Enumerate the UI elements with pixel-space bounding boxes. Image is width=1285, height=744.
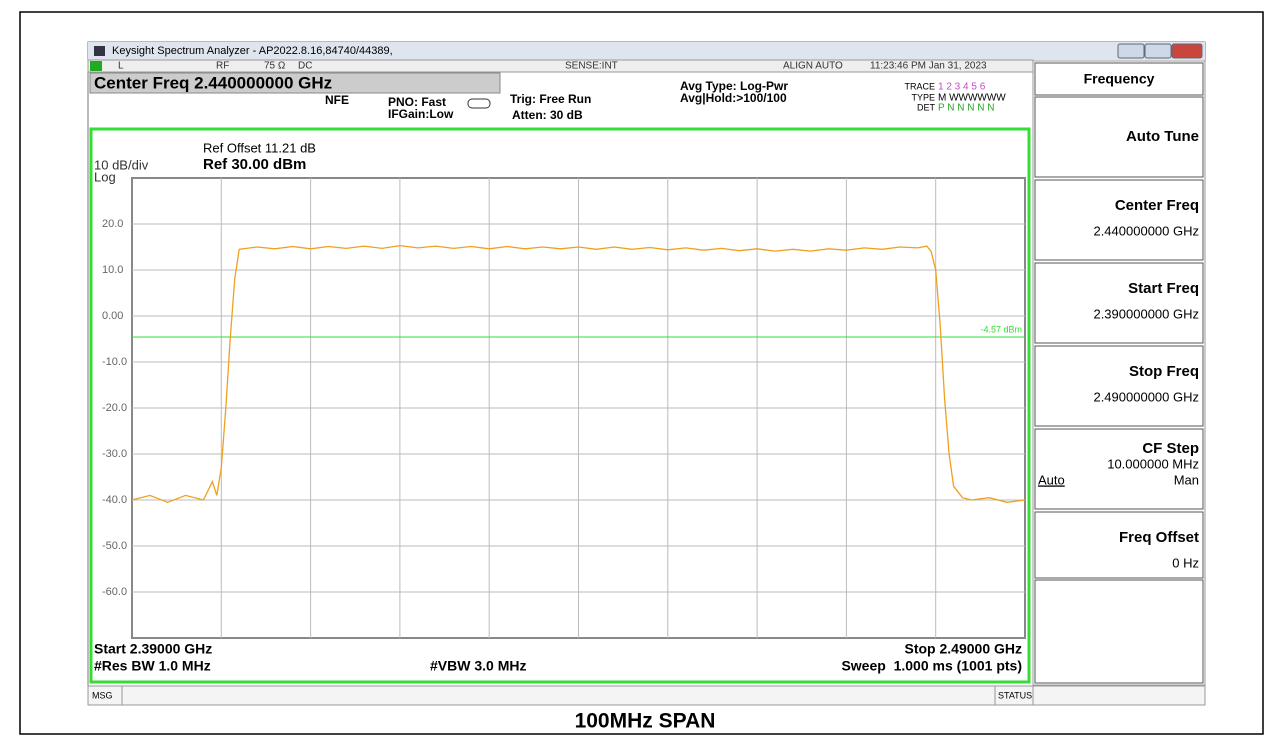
status-impedance: 75 Ω — [264, 61, 286, 72]
y-tick-label: -60.0 — [102, 586, 127, 598]
page-border — [19, 11, 1264, 735]
sweep-label: Sweep 1.000 ms (1001 pts) — [841, 658, 1022, 674]
avg-type: Avg Type: Log-Pwr — [680, 79, 788, 93]
softkey[interactable] — [1034, 262, 1204, 344]
nfe: NFE — [325, 93, 349, 107]
type-values: M WWWWWW — [938, 93, 1006, 104]
softkey-label: Freq Offset — [1119, 529, 1199, 546]
caption: 100MHz SPAN — [575, 710, 716, 733]
lxi-icon — [90, 61, 102, 71]
pno: PNO: Fast — [388, 95, 446, 109]
status-align: ALIGN AUTO — [783, 61, 843, 72]
softkey[interactable] — [1034, 579, 1204, 684]
softkey[interactable] — [1034, 428, 1204, 510]
y-tick-label: 10.0 — [102, 264, 123, 276]
menu-title-box — [1034, 62, 1204, 96]
softkey-value: 0 Hz — [1172, 555, 1199, 570]
ifgain: IFGain:Low — [388, 107, 454, 121]
softkey-label: Auto Tune — [1126, 128, 1199, 145]
softkey-value: 10.000000 MHz — [1107, 456, 1199, 471]
display-line-label: -4.57 dBm — [980, 324, 1022, 334]
maximize-button[interactable] — [1144, 43, 1172, 59]
y-tick-label: -30.0 — [102, 448, 127, 460]
status-time: 11:23:46 PM Jan 31, 2023 — [870, 61, 987, 72]
softkey[interactable] — [1034, 345, 1204, 427]
type-label: TYPE — [911, 92, 935, 102]
softkeys: Auto Tune Center Freq 2.440000000 GHz Start… — [1034, 96, 1204, 684]
message-bar — [87, 685, 1206, 706]
atten: Atten: 30 dB — [512, 108, 583, 122]
softkey[interactable] — [1034, 179, 1204, 261]
app-icon — [94, 46, 105, 56]
trace-label: TRACE — [904, 81, 935, 91]
status-sense: SENSE:INT — [565, 61, 618, 72]
status-label: STATUS — [998, 690, 1032, 700]
status-rf: RF — [216, 61, 229, 72]
trace-numbers: 1 2 3 4 5 6 — [938, 82, 986, 93]
trig: Trig: Free Run — [510, 92, 591, 106]
scale-type: Log — [94, 169, 116, 184]
option-man: Man — [1174, 472, 1199, 487]
start-label: Start 2.39000 GHz — [94, 641, 212, 657]
option-auto: Auto — [1038, 472, 1065, 487]
trace — [131, 244, 1026, 503]
softkey-label: Center Freq — [1115, 197, 1199, 214]
softkey-label: Stop Freq — [1129, 363, 1199, 380]
softkey-value: 2.390000000 GHz — [1093, 306, 1199, 321]
status-input: L — [118, 61, 124, 72]
plot: 20.0 10.0 0.00 -10.0 -20.0 -30.0 -40.0 -50.0 -60… — [102, 177, 1026, 639]
msg-label: MSG — [92, 690, 113, 700]
rbw-label: #Res BW 1.0 MHz — [94, 658, 211, 674]
y-tick-label: -50.0 — [102, 540, 127, 552]
softkey-value: 2.440000000 GHz — [1093, 223, 1199, 238]
y-tick-label: 20.0 — [102, 218, 123, 230]
vbw-label: #VBW 3.0 MHz — [430, 658, 526, 674]
softkey-label: Start Freq — [1128, 280, 1199, 297]
avg-hold: Avg|Hold:>100/100 — [680, 91, 787, 105]
minimize-button[interactable] — [1117, 43, 1145, 59]
status-coupling: DC — [298, 61, 312, 72]
softkey-value: 2.490000000 GHz — [1093, 389, 1199, 404]
title-bar — [88, 42, 1205, 60]
stop-label: Stop 2.49000 GHz — [905, 641, 1023, 657]
det-label: DET — [917, 102, 936, 112]
scale-label: 10 dB/div — [94, 157, 149, 172]
y-tick-label: -10.0 — [102, 356, 127, 368]
active-function-box — [89, 72, 501, 94]
window-title: Keysight Spectrum Analyzer - AP2022.8.16… — [112, 45, 393, 57]
y-tick-label: -40.0 — [102, 494, 127, 506]
close-button[interactable] — [1171, 43, 1203, 59]
center-freq: Center Freq 2.440000000 GHz — [94, 73, 332, 92]
softkey[interactable] — [1034, 96, 1204, 178]
det-values: P N N N N N — [938, 103, 995, 114]
ref-label: Ref 30.00 dBm — [203, 156, 306, 173]
y-tick-label: 0.00 — [102, 310, 123, 322]
pno-icon — [467, 98, 491, 109]
menu-title: Frequency — [1084, 71, 1155, 87]
ref-offset: Ref Offset 11.21 dB — [203, 140, 316, 155]
softkey-label: CF Step — [1142, 440, 1199, 457]
softkey[interactable] — [1034, 511, 1204, 579]
y-tick-label: -20.0 — [102, 402, 127, 414]
